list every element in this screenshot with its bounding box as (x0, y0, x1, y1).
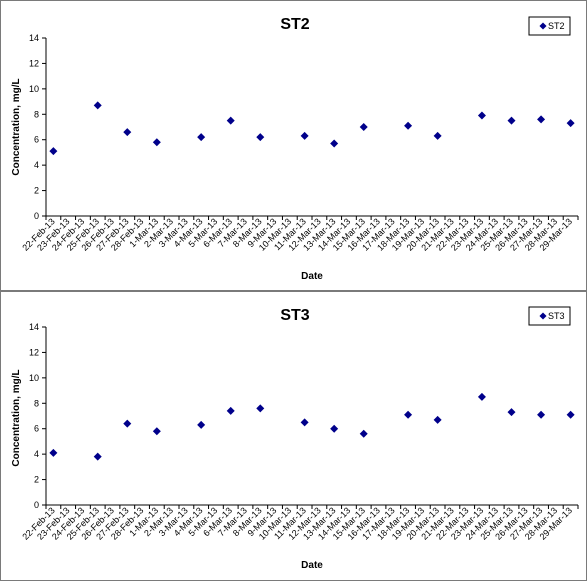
data-point (404, 410, 413, 419)
data-point (93, 101, 102, 110)
data-point (226, 406, 235, 415)
legend-marker-icon (539, 22, 547, 30)
y-tick-label: 8 (34, 109, 39, 119)
y-tick-label: 4 (34, 160, 39, 170)
chart-title: ST3 (280, 307, 309, 324)
y-tick-label: 2 (34, 475, 39, 485)
y-tick-label: 4 (34, 449, 39, 459)
data-point (123, 419, 132, 428)
legend-box (528, 306, 571, 326)
data-point (300, 131, 309, 140)
y-tick-label: 10 (29, 84, 39, 94)
data-point (507, 408, 516, 417)
legend-label: ST3 (548, 311, 565, 321)
y-axis-title: Concentration, mg/L (11, 369, 22, 466)
data-point (404, 121, 413, 130)
data-point (477, 111, 486, 120)
data-point (507, 116, 516, 125)
y-tick-label: 0 (34, 500, 39, 510)
legend-box (528, 16, 571, 36)
y-tick-label: 12 (29, 58, 39, 68)
y-tick-label: 10 (29, 373, 39, 383)
data-point (566, 119, 575, 128)
chart-panel-st2: ST2 Concentration, mg/L Date ST2 0 2 4 6 8 10… (0, 0, 587, 291)
y-tick-label: 14 (29, 322, 39, 332)
data-point (359, 123, 368, 131)
y-tick-label: 14 (29, 33, 39, 43)
data-point (256, 404, 265, 413)
data-point (359, 429, 368, 438)
chart-panel-st3: ST3 Concentration, mg/L Date ST3 0 2 4 6 8 10… (0, 291, 587, 581)
y-tick-label: 6 (34, 135, 39, 145)
y-tick-label: 0 (34, 211, 39, 221)
y-tick-label: 6 (34, 424, 39, 434)
data-point (477, 392, 486, 401)
data-point (49, 147, 58, 156)
chart-svg-st2: ST2 Concentration, mg/L Date ST2 0 2 4 6 8 10… (11, 16, 579, 282)
y-tick-label: 12 (29, 347, 39, 357)
data-point (152, 138, 161, 147)
y-tick-label: 8 (34, 398, 39, 408)
x-axis-title: Date (301, 560, 323, 571)
y-tick-label: 2 (34, 186, 39, 196)
data-point (537, 115, 546, 124)
legend: ST2 (528, 16, 571, 36)
data-point (433, 415, 442, 424)
data-point (123, 128, 132, 137)
data-point (330, 139, 339, 148)
data-point (256, 133, 265, 142)
data-point (152, 427, 161, 436)
y-axis-title: Concentration, mg/L (11, 78, 22, 175)
chart-title: ST2 (280, 16, 309, 33)
legend: ST3 (528, 306, 571, 326)
legend-label: ST2 (548, 21, 565, 31)
plot-area: 0246810121422-Feb-1323-Feb-1324-Feb-1325… (20, 33, 579, 253)
data-point (330, 424, 339, 433)
chart-svg-st3: ST3 Concentration, mg/L Date ST3 0 2 4 6 8 10… (11, 306, 579, 571)
x-axis-title: Date (301, 271, 323, 282)
data-point (226, 116, 235, 125)
data-point (433, 131, 442, 140)
plot-area: 0246810121422-Feb-1323-Feb-1324-Feb-1325… (20, 322, 579, 542)
data-point (300, 418, 309, 427)
data-point (537, 410, 546, 419)
data-point (93, 452, 102, 461)
data-point (566, 410, 575, 419)
legend-marker-icon (539, 312, 547, 320)
data-point (197, 420, 206, 429)
data-point (49, 448, 58, 457)
data-point (197, 133, 206, 142)
